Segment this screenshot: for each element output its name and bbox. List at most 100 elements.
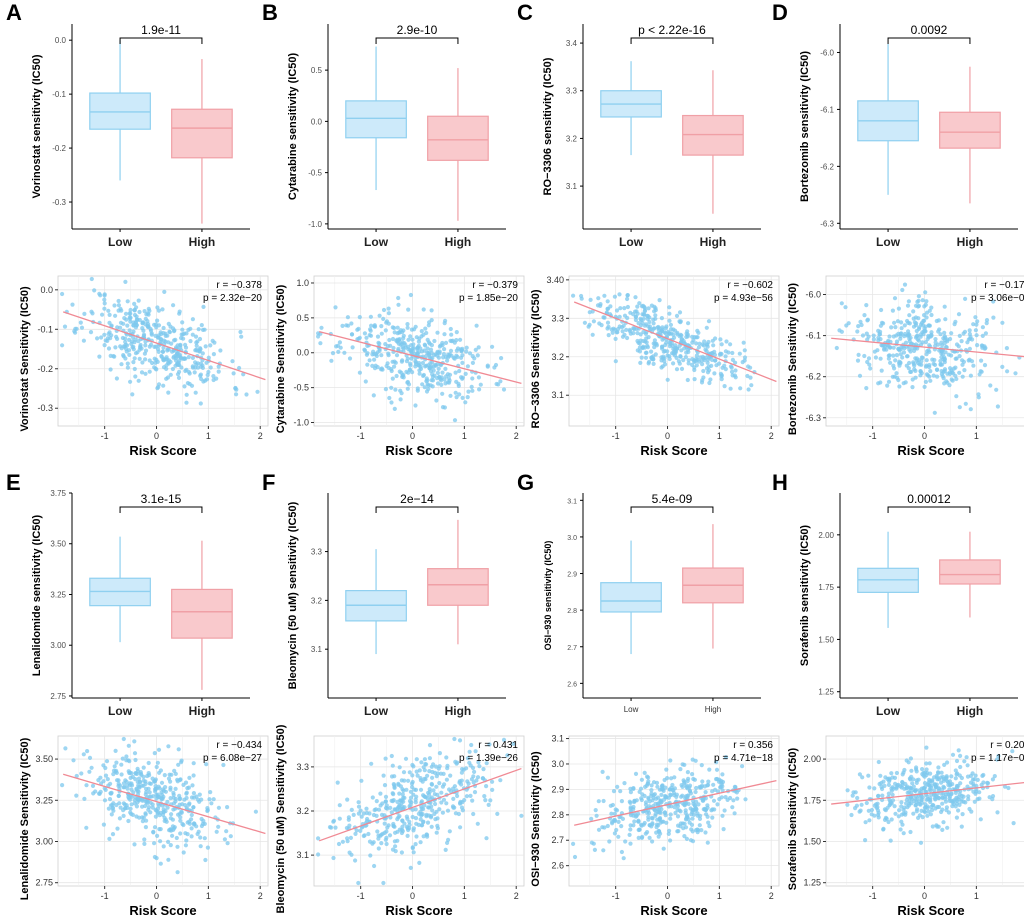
y-axis-title: Vorinostat Sensitivity (IC50) xyxy=(19,286,31,432)
data-point xyxy=(704,366,710,371)
data-point xyxy=(932,410,937,415)
data-point xyxy=(407,367,412,372)
data-point xyxy=(692,777,698,782)
data-point xyxy=(177,369,182,374)
data-point xyxy=(400,787,405,792)
data-point xyxy=(956,783,961,788)
data-point xyxy=(398,397,403,402)
y-axis-title: RO−3306 Sensitivity (IC50) xyxy=(530,289,542,428)
data-point xyxy=(638,786,644,791)
data-point xyxy=(389,810,394,815)
data-point xyxy=(967,357,972,362)
data-point xyxy=(136,298,141,303)
data-point xyxy=(155,760,160,765)
data-point xyxy=(901,807,906,812)
data-point xyxy=(143,343,148,348)
data-point xyxy=(397,804,402,809)
data-point xyxy=(968,780,974,785)
data-point xyxy=(169,812,174,817)
data-point xyxy=(860,333,866,338)
data-point xyxy=(699,380,705,385)
data-point xyxy=(650,839,655,844)
data-point xyxy=(389,400,394,405)
data-point xyxy=(617,815,622,820)
data-point xyxy=(640,834,645,840)
data-point xyxy=(679,366,685,371)
data-point xyxy=(729,365,734,370)
data-point xyxy=(686,361,691,366)
data-point xyxy=(901,831,906,836)
data-point xyxy=(923,379,929,384)
data-point xyxy=(865,359,870,365)
y-tick-label: 3.3 xyxy=(311,548,323,557)
data-point xyxy=(945,825,950,830)
data-point xyxy=(89,765,94,770)
data-point xyxy=(152,825,158,830)
data-point xyxy=(205,845,210,850)
data-point xyxy=(413,403,418,408)
data-point xyxy=(429,378,434,383)
data-point xyxy=(728,342,733,347)
data-point xyxy=(110,806,115,811)
data-point xyxy=(936,770,941,775)
data-point xyxy=(918,802,923,807)
data-point xyxy=(434,398,439,403)
data-point xyxy=(888,799,893,804)
x-tick-label: 0 xyxy=(665,891,670,901)
data-point xyxy=(113,313,118,318)
data-point xyxy=(414,335,419,340)
data-point xyxy=(977,372,982,377)
data-point xyxy=(883,808,889,813)
data-point xyxy=(855,358,861,363)
data-point xyxy=(408,802,413,807)
data-point xyxy=(889,771,894,776)
data-point xyxy=(372,323,377,328)
data-point xyxy=(682,762,687,768)
data-point xyxy=(960,362,965,367)
data-point xyxy=(889,817,894,822)
data-point xyxy=(639,777,645,782)
correlation-p-label: p = 2.32e−20 xyxy=(203,293,262,304)
data-point xyxy=(662,348,668,354)
data-point xyxy=(155,318,160,323)
correlation-r-label: r = 0.356 xyxy=(733,740,773,751)
data-point xyxy=(146,786,151,791)
data-point xyxy=(596,296,601,301)
data-point xyxy=(413,816,419,821)
data-point xyxy=(158,827,163,832)
data-point xyxy=(912,367,917,372)
data-point xyxy=(162,773,167,778)
data-point xyxy=(89,276,94,282)
data-point xyxy=(879,780,884,786)
data-point xyxy=(204,377,210,382)
data-point xyxy=(907,336,912,341)
data-point xyxy=(444,801,449,806)
data-point xyxy=(108,336,113,341)
data-point xyxy=(409,343,414,348)
data-point xyxy=(150,805,155,810)
data-point xyxy=(135,766,140,771)
data-point xyxy=(658,831,663,836)
data-point xyxy=(81,338,86,343)
data-point xyxy=(432,770,438,776)
data-point xyxy=(198,401,203,406)
data-point xyxy=(139,370,145,375)
data-point xyxy=(112,303,117,308)
data-point xyxy=(452,418,458,423)
data-point xyxy=(379,832,384,837)
correlation-p-label: p = 3.06e−05 xyxy=(971,293,1024,304)
data-point xyxy=(95,336,100,341)
data-point xyxy=(990,777,996,782)
data-point xyxy=(907,313,912,318)
data-point xyxy=(916,316,921,321)
data-point xyxy=(402,805,407,810)
data-point xyxy=(130,335,136,340)
data-point xyxy=(460,360,465,365)
data-point xyxy=(887,334,892,339)
data-point xyxy=(440,810,445,815)
data-point xyxy=(707,824,712,829)
data-point xyxy=(431,368,436,373)
data-point xyxy=(421,307,426,312)
data-point xyxy=(933,806,938,811)
data-point xyxy=(728,795,733,801)
